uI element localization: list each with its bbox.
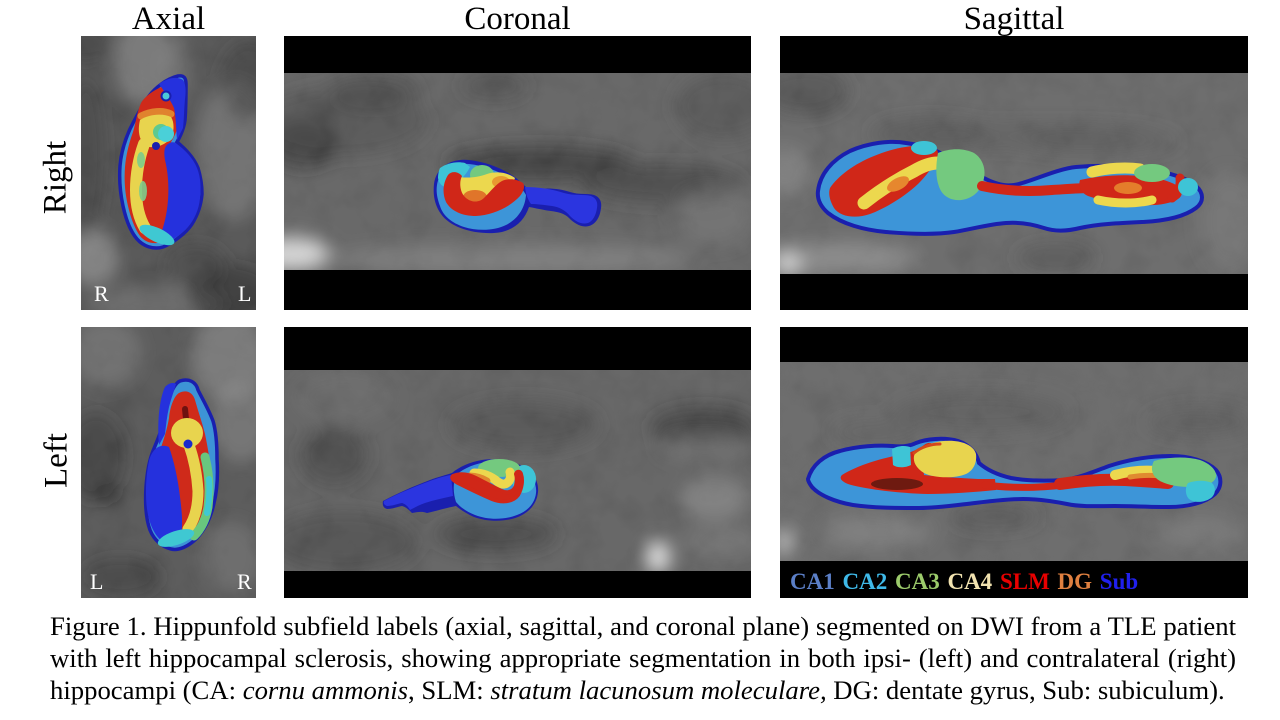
svg-text:L: L — [90, 569, 103, 594]
svg-text:R: R — [94, 281, 109, 306]
svg-text:R: R — [237, 569, 252, 594]
svg-text:L: L — [238, 281, 251, 306]
